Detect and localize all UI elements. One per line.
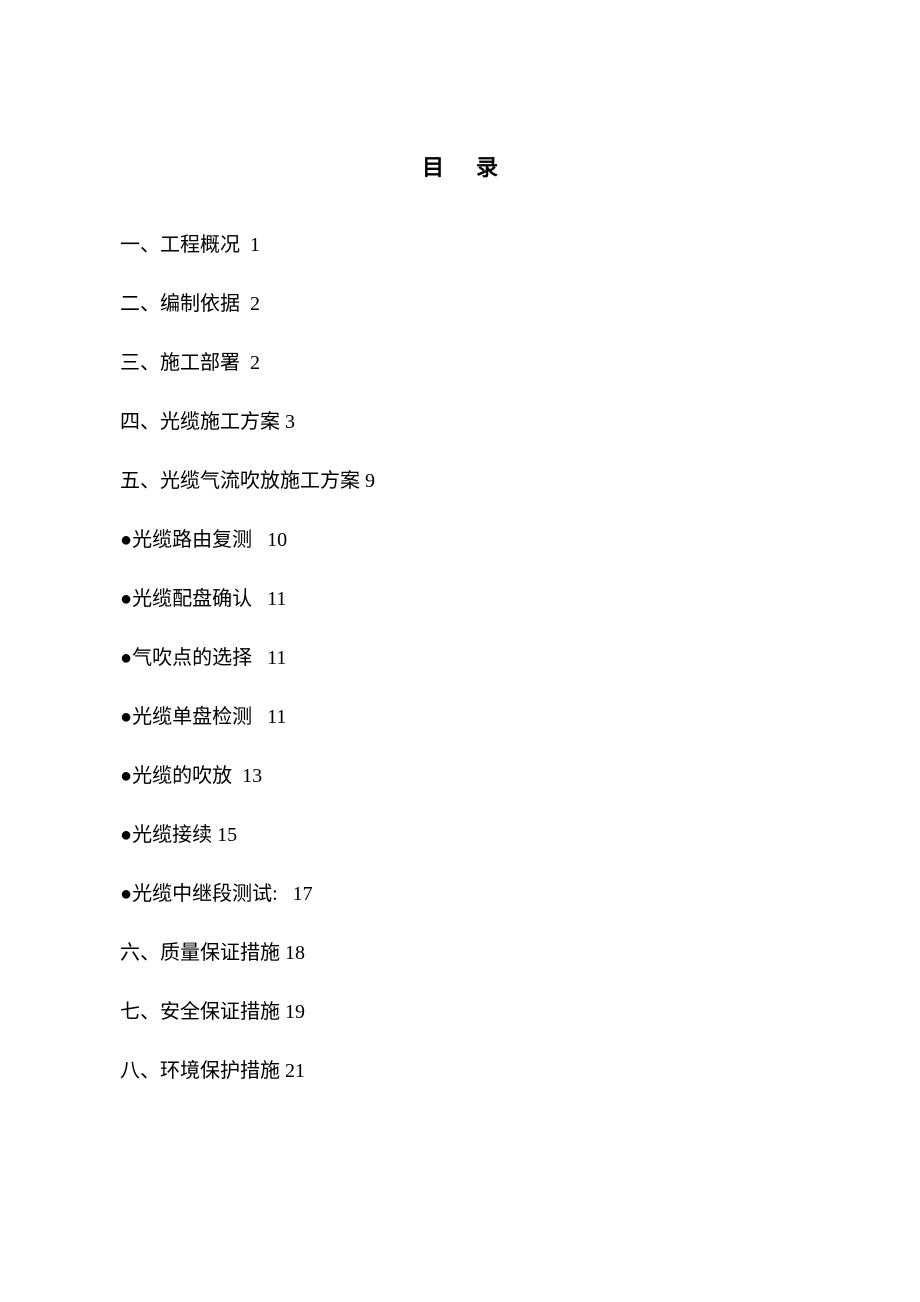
toc-entry-label: 七、安全保证措施 xyxy=(120,1001,285,1023)
toc-entry-label: ●光缆的吹放 xyxy=(120,765,242,787)
toc-entry-label: 六、质量保证措施 xyxy=(120,942,285,964)
toc-entry-page: 18 xyxy=(285,942,305,964)
toc-entry-page: 11 xyxy=(267,647,286,669)
toc-entry: 三、施工部署 2 xyxy=(120,348,800,378)
toc-entry-page: 17 xyxy=(293,883,313,905)
toc-entry-page: 1 xyxy=(250,234,260,256)
toc-entry-label: 八、环境保护措施 xyxy=(120,1060,285,1082)
toc-entry-page: 15 xyxy=(217,824,237,846)
toc-entry: ●光缆接续 15 xyxy=(120,820,800,850)
toc-entry: ●气吹点的选择 11 xyxy=(120,643,800,673)
toc-entry: ●光缆配盘确认 11 xyxy=(120,584,800,614)
toc-entry: 八、环境保护措施 21 xyxy=(120,1056,800,1086)
toc-entry-page: 3 xyxy=(285,411,295,433)
toc-entry-page: 11 xyxy=(267,588,286,610)
toc-entry-label: ●光缆中继段测试: xyxy=(120,883,293,905)
toc-entry-label: ●光缆配盘确认 xyxy=(120,588,267,610)
toc-entry: ●光缆单盘检测 11 xyxy=(120,702,800,732)
toc-entry: ●光缆路由复测 10 xyxy=(120,525,800,555)
toc-entry-label: ●光缆路由复测 xyxy=(120,529,267,551)
toc-entry-page: 11 xyxy=(267,706,286,728)
toc-entry-page: 13 xyxy=(242,765,262,787)
toc-entry-page: 19 xyxy=(285,1001,305,1023)
toc-entry: ●光缆的吹放 13 xyxy=(120,761,800,791)
toc-entry-label: ●气吹点的选择 xyxy=(120,647,267,669)
toc-entry: 七、安全保证措施 19 xyxy=(120,997,800,1027)
page-title: 目录 xyxy=(120,150,800,182)
toc-entry-label: ●光缆单盘检测 xyxy=(120,706,267,728)
toc-entry: 六、质量保证措施 18 xyxy=(120,938,800,968)
toc-entry: 一、工程概况 1 xyxy=(120,230,800,260)
toc-entry-page: 9 xyxy=(365,470,375,492)
toc-entry-label: 二、编制依据 xyxy=(120,293,250,315)
toc-entry-label: 四、光缆施工方案 xyxy=(120,411,285,433)
toc-entry-label: 一、工程概况 xyxy=(120,234,250,256)
toc-entry: 四、光缆施工方案 3 xyxy=(120,407,800,437)
toc-entry-label: 三、施工部署 xyxy=(120,352,250,374)
toc-entry-page: 10 xyxy=(267,529,287,551)
toc-entry: 五、光缆气流吹放施工方案 9 xyxy=(120,466,800,496)
toc-entry: ●光缆中继段测试: 17 xyxy=(120,879,800,909)
toc-entry-page: 21 xyxy=(285,1060,305,1082)
toc-entry-page: 2 xyxy=(250,293,260,315)
toc-entry-page: 2 xyxy=(250,352,260,374)
toc-entry-label: ●光缆接续 xyxy=(120,824,217,846)
toc-entry-label: 五、光缆气流吹放施工方案 xyxy=(120,470,365,492)
toc-entry: 二、编制依据 2 xyxy=(120,289,800,319)
table-of-contents: 一、工程概况 1 二、编制依据 2 三、施工部署 2 四、光缆施工方案 3 五、… xyxy=(120,230,800,1086)
